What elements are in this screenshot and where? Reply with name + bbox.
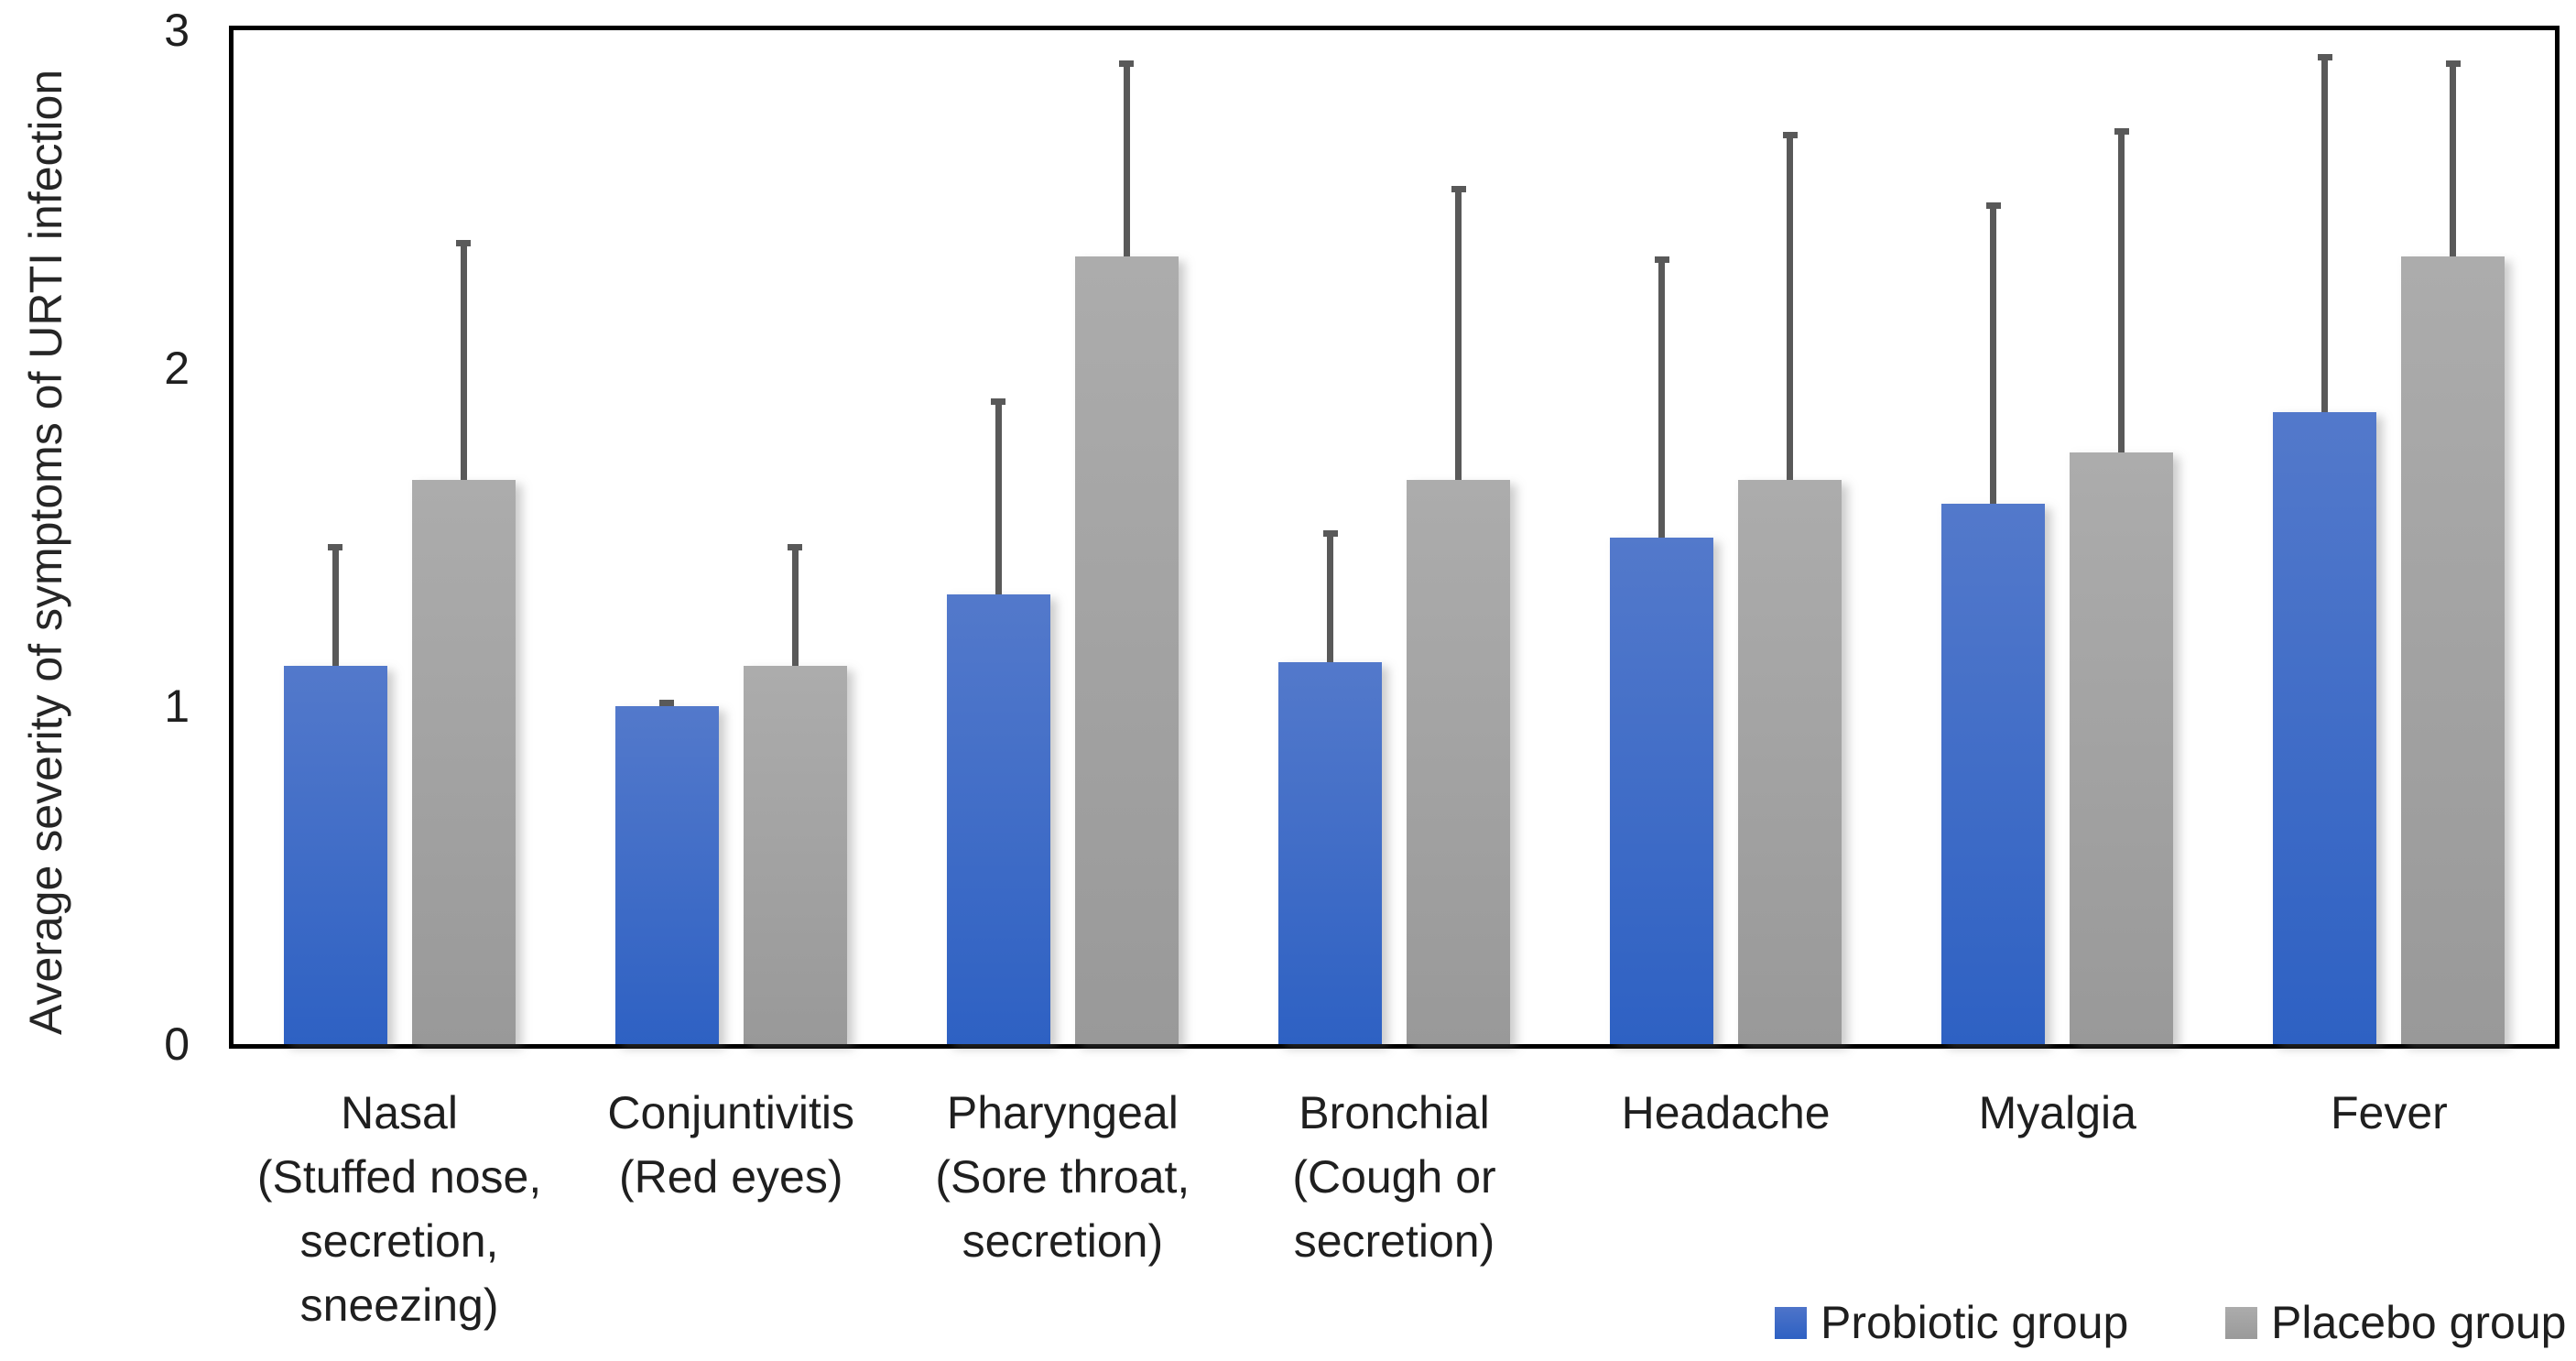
y-axis-title: Average severity of symptoms of URTI inf… xyxy=(20,69,71,1035)
error-bar-cap xyxy=(659,699,675,706)
y-tick-label: 3 xyxy=(164,5,190,56)
error-bar-cap xyxy=(1119,60,1135,68)
category-label-line: (Sore throat, xyxy=(935,1151,1190,1203)
bar-placebo xyxy=(2070,452,2174,1044)
bar-placebo xyxy=(411,479,516,1044)
bar-probiotic xyxy=(283,665,387,1044)
error-bar-placebo xyxy=(2114,128,2129,453)
category-label: Myalgia xyxy=(1892,1081,2223,1145)
legend-label-probiotic: Probiotic group xyxy=(1821,1297,2129,1348)
legend-item-probiotic: Probiotic group xyxy=(1775,1297,2128,1348)
bar-placebo xyxy=(1074,256,1179,1044)
error-bar-probiotic xyxy=(1985,202,2001,504)
bar-probiotic xyxy=(1278,662,1382,1044)
error-bar-probiotic xyxy=(991,398,1006,595)
error-bar-cap xyxy=(991,398,1006,406)
bar-probiotic xyxy=(946,594,1050,1044)
category-label-line: (Stuffed nose, xyxy=(256,1151,542,1203)
category-label-line: Fever xyxy=(2331,1087,2448,1138)
error-bar-cap xyxy=(788,543,803,550)
error-bar-placebo xyxy=(1451,185,1466,480)
bar-placebo xyxy=(743,665,847,1044)
error-bar-probiotic xyxy=(2317,53,2332,412)
category-label: Headache xyxy=(1560,1081,1892,1145)
y-tick-label: 0 xyxy=(164,1018,190,1070)
category-label: Pharyngeal (Sore throat, secretion) xyxy=(897,1081,1228,1273)
y-tick-label: 1 xyxy=(164,680,190,732)
category-label: Fever xyxy=(2223,1081,2555,1145)
legend-item-placebo: Placebo group xyxy=(2225,1297,2566,1348)
category-label-line: (Red eyes) xyxy=(618,1151,843,1203)
error-bar-probiotic xyxy=(1322,530,1338,662)
category-label-line: Pharyngeal xyxy=(946,1087,1179,1138)
legend-marker-placebo xyxy=(2225,1306,2257,1339)
error-bar-probiotic xyxy=(328,543,343,666)
error-bar-cap xyxy=(2445,60,2461,68)
category-label-line: Nasal xyxy=(341,1087,458,1138)
category-label: Conjuntivitis (Red eyes) xyxy=(565,1081,897,1209)
error-bar-cap xyxy=(1654,256,1669,264)
error-bar-placebo xyxy=(456,239,472,480)
error-bar-placebo xyxy=(1119,60,1135,257)
category-label-line: (Cough or xyxy=(1292,1151,1496,1203)
error-bar-probiotic xyxy=(659,699,675,706)
category-label-line: secretion) xyxy=(1293,1215,1495,1267)
category-label: Bronchial (Cough or secretion) xyxy=(1228,1081,1560,1273)
category-label-line: secretion) xyxy=(962,1215,1164,1267)
error-bar-cap xyxy=(1782,131,1798,138)
error-bar-cap xyxy=(1985,202,2001,210)
error-bar-placebo xyxy=(2445,60,2461,257)
category-label-line: Bronchial xyxy=(1299,1087,1490,1138)
bar-probiotic xyxy=(614,706,719,1044)
category-label-line: Myalgia xyxy=(1978,1087,2136,1138)
bar-probiotic xyxy=(2273,412,2377,1044)
bar-probiotic xyxy=(1941,503,2046,1044)
legend-label-placebo: Placebo group xyxy=(2271,1297,2567,1348)
bar-placebo xyxy=(1407,479,1510,1044)
error-bar-cap xyxy=(1322,530,1338,538)
category-label-line: Conjuntivitis xyxy=(607,1087,854,1138)
category-label-line: secretion, xyxy=(299,1215,499,1267)
plot-area xyxy=(229,26,2560,1049)
bar-probiotic xyxy=(1610,537,1714,1044)
category-label-line: sneezing) xyxy=(299,1279,499,1331)
category-label: Nasal (Stuffed nose, secretion, sneezing) xyxy=(234,1081,565,1337)
category-label-line: Headache xyxy=(1621,1087,1831,1138)
error-bar-probiotic xyxy=(1654,256,1669,538)
error-bar-placebo xyxy=(788,543,803,666)
bar-placebo xyxy=(2401,256,2505,1044)
error-bar-cap xyxy=(2317,53,2332,60)
error-bar-placebo xyxy=(1782,131,1798,480)
error-bar-cap xyxy=(328,543,343,550)
legend-marker-probiotic xyxy=(1775,1306,1807,1339)
error-bar-cap xyxy=(2114,128,2129,136)
bar-placebo xyxy=(1738,479,1842,1044)
y-tick-label: 2 xyxy=(164,343,190,394)
legend: Probiotic group Placebo group xyxy=(0,1297,2576,1348)
error-bar-cap xyxy=(456,239,472,246)
error-bar-cap xyxy=(1451,185,1466,192)
